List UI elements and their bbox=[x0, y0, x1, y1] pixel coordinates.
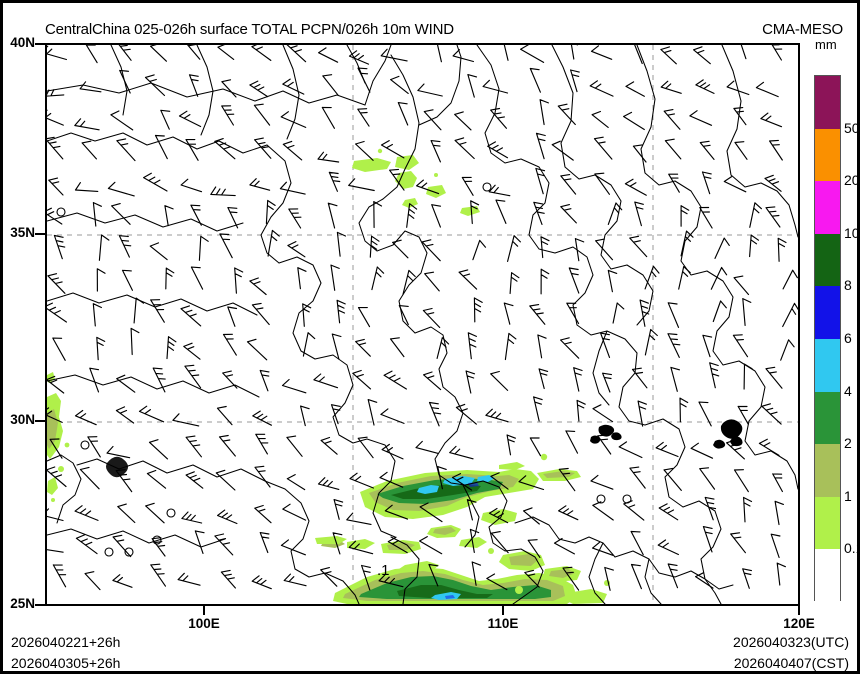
colorbar-label-4: 4 bbox=[844, 382, 852, 399]
xtick-120e bbox=[798, 606, 800, 615]
colorbar-label-8: 8 bbox=[844, 277, 852, 294]
colorbar-band-5 bbox=[815, 286, 840, 339]
map-canvas: .1 bbox=[47, 45, 798, 604]
colorbar-band-1 bbox=[815, 496, 840, 550]
axis-label-lat-40n: 40N bbox=[10, 35, 35, 50]
colorbar-band-4 bbox=[815, 338, 840, 392]
ytick-25n bbox=[35, 604, 45, 606]
colorbar-band-2 bbox=[815, 444, 840, 497]
svg-text:.1: .1 bbox=[377, 562, 390, 579]
colorbar-label-0.1: 0.1 bbox=[844, 540, 860, 557]
footer-valid-cst: 2026040407(CST) bbox=[733, 655, 849, 671]
axis-label-lat-35n: 35N bbox=[10, 225, 35, 240]
colorbar-unit-label: mm bbox=[815, 37, 837, 52]
axis-label-lat-25n: 25N bbox=[10, 596, 35, 611]
station-circles bbox=[56, 182, 632, 557]
colorbar-band-9 bbox=[815, 76, 840, 129]
ytick-30n bbox=[35, 420, 45, 422]
axis-label-lon-110e: 110E bbox=[487, 616, 519, 631]
colorbar-band-8 bbox=[815, 128, 840, 182]
colorbar-label-6: 6 bbox=[844, 330, 852, 346]
colorbar-label-1: 1 bbox=[844, 487, 852, 504]
footer-init-cst: 2026040305+26h bbox=[11, 655, 121, 671]
colorbar-band-6 bbox=[815, 233, 840, 287]
contour-label-group: .1 bbox=[377, 562, 390, 579]
graticule-lines bbox=[47, 45, 798, 604]
footer-init-utc: 2026040221+26h bbox=[11, 634, 121, 650]
model-label: CMA-MESO bbox=[762, 21, 843, 38]
axis-label-lat-30n: 30N bbox=[10, 412, 35, 427]
map-plot-area[interactable]: .1 bbox=[45, 43, 800, 606]
colorbar-label-50: 50 bbox=[844, 119, 860, 136]
coastline-detail bbox=[590, 419, 743, 449]
colorbar-band-3 bbox=[815, 391, 840, 445]
colorbar-band-7 bbox=[815, 181, 840, 234]
colorbar-label-10: 10 bbox=[844, 224, 860, 241]
colorbar-band-0 bbox=[815, 549, 840, 602]
precipitation-colorbar[interactable] bbox=[814, 75, 841, 602]
ytick-40n bbox=[35, 43, 45, 45]
footer-valid-utc: 2026040323(UTC) bbox=[733, 634, 849, 650]
colorbar-label-20: 20 bbox=[844, 172, 860, 189]
ytick-35n bbox=[35, 233, 45, 235]
xtick-110e bbox=[502, 606, 504, 615]
axis-label-lon-120e: 120E bbox=[783, 616, 815, 631]
colorbar-label-2: 2 bbox=[844, 435, 852, 452]
administrative-boundaries bbox=[47, 45, 798, 604]
dense-coast-cluster bbox=[106, 456, 129, 478]
page-title: CentralChina 025-026h surface TOTAL PCPN… bbox=[45, 21, 454, 38]
precipitation-shading bbox=[47, 148, 610, 604]
wind-barb-field bbox=[47, 45, 798, 591]
wind-barbs bbox=[47, 45, 798, 591]
xtick-100e bbox=[203, 606, 205, 615]
axis-label-lon-100e: 100E bbox=[188, 616, 220, 631]
